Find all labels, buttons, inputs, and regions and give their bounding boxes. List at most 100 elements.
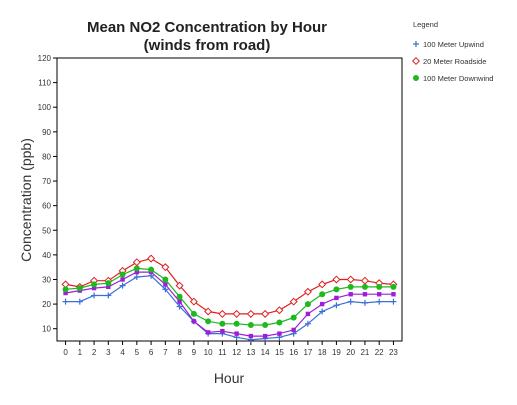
data-point	[204, 307, 213, 316]
x-tick-label: 12	[232, 348, 241, 357]
data-point	[205, 330, 211, 335]
data-point	[106, 284, 111, 290]
data-point	[319, 308, 326, 315]
legend-item: 100 Meter Downwind	[413, 74, 493, 83]
data-point	[247, 322, 254, 329]
data-point	[361, 283, 368, 290]
y-tick-label: 20	[42, 300, 51, 309]
y-tick-label: 40	[42, 251, 51, 260]
x-tick-label: 2	[92, 348, 97, 357]
data-point	[347, 283, 354, 290]
x-tick-label: 20	[346, 348, 355, 357]
data-point	[304, 320, 311, 327]
data-point	[176, 293, 183, 300]
data-point	[133, 274, 140, 281]
data-point	[105, 280, 112, 287]
legend-title: Legend	[413, 20, 438, 29]
x-tick-label: 22	[375, 348, 384, 357]
x-tick-label: 0	[63, 348, 68, 357]
data-point	[333, 302, 340, 309]
y-tick-label: 110	[38, 79, 51, 88]
x-tick-label: 4	[120, 348, 125, 357]
x-tick-label: 18	[318, 348, 327, 357]
chart-title: Mean NO2 Concentration by Hour	[87, 19, 327, 36]
data-point	[76, 285, 83, 292]
y-axis: 10 20 30 40 50 60 70 80 90 100 110 120	[38, 54, 57, 334]
x-tick-label: 23	[389, 348, 398, 357]
data-point	[62, 298, 69, 305]
data-point	[189, 297, 198, 306]
x-tick-label: 16	[289, 348, 298, 357]
data-point	[347, 298, 354, 305]
x-tick-label: 1	[78, 348, 83, 357]
data-point	[91, 292, 98, 299]
data-point	[105, 292, 112, 299]
data-point	[348, 292, 353, 297]
data-point	[219, 320, 226, 327]
legend-label: 100 Meter Upwind	[423, 40, 484, 49]
data-point	[91, 285, 97, 291]
data-point	[190, 310, 197, 317]
legend-label: 20 Meter Roadside	[423, 57, 486, 66]
x-tick-label: 19	[332, 348, 341, 357]
y-tick-label: 80	[42, 152, 51, 161]
data-point	[233, 320, 240, 327]
data-point	[205, 318, 212, 325]
data-point	[262, 322, 269, 329]
x-tick-label: 14	[261, 348, 270, 357]
x-tick-label: 9	[192, 348, 197, 357]
data-point	[232, 309, 241, 318]
y-tick-label: 120	[38, 54, 52, 63]
data-point	[133, 265, 140, 272]
x-tick-label: 5	[135, 348, 140, 357]
series-line	[65, 275, 394, 341]
data-point	[220, 328, 225, 334]
y-tick-label: 60	[42, 202, 51, 211]
data-point	[318, 280, 327, 289]
data-point	[163, 282, 168, 287]
data-point	[119, 271, 126, 278]
data-point	[376, 298, 383, 305]
y-axis-label: Concentration (ppb)	[18, 138, 34, 262]
x-tick-label: 8	[177, 348, 182, 357]
chart-subtitle: (winds from road)	[144, 37, 271, 54]
legend: Legend 100 Meter Upwind 20 Meter Roadside…	[411, 20, 493, 83]
data-point	[332, 275, 341, 284]
data-point	[413, 41, 419, 47]
data-point	[147, 254, 156, 263]
data-point	[391, 292, 396, 297]
x-tick-label: 11	[218, 348, 227, 357]
data-point	[346, 275, 355, 284]
plot-area	[56, 57, 403, 342]
data-point	[390, 298, 397, 305]
data-point	[76, 298, 83, 305]
y-tick-label: 90	[42, 128, 51, 137]
x-axis: 0 1 2 3 4 5 6 7 8 9 10 11 12 13 14 15 16 17 18 19 20 21 22 23	[63, 341, 398, 357]
data-point	[161, 263, 170, 272]
data-point	[63, 290, 68, 296]
data-point	[275, 306, 284, 315]
series-line	[65, 271, 394, 337]
data-point	[304, 301, 311, 308]
data-point	[319, 301, 325, 307]
data-point	[362, 292, 368, 297]
data-point	[277, 331, 282, 336]
data-point	[291, 327, 296, 333]
data-point	[119, 282, 126, 289]
data-point	[234, 331, 239, 336]
data-point	[411, 56, 421, 66]
data-point	[62, 286, 69, 293]
y-tick-label: 70	[42, 177, 51, 186]
x-tick-label: 13	[246, 348, 255, 357]
data-point	[376, 292, 382, 297]
x-tick-label: 21	[360, 348, 369, 357]
x-tick-label: 10	[204, 348, 213, 357]
legend-item: 100 Meter Upwind	[413, 40, 484, 49]
data-point	[176, 303, 183, 310]
x-tick-label: 3	[106, 348, 111, 357]
series-4	[62, 265, 397, 329]
series-layer	[61, 254, 398, 343]
data-point	[290, 314, 297, 321]
data-point	[361, 299, 368, 306]
